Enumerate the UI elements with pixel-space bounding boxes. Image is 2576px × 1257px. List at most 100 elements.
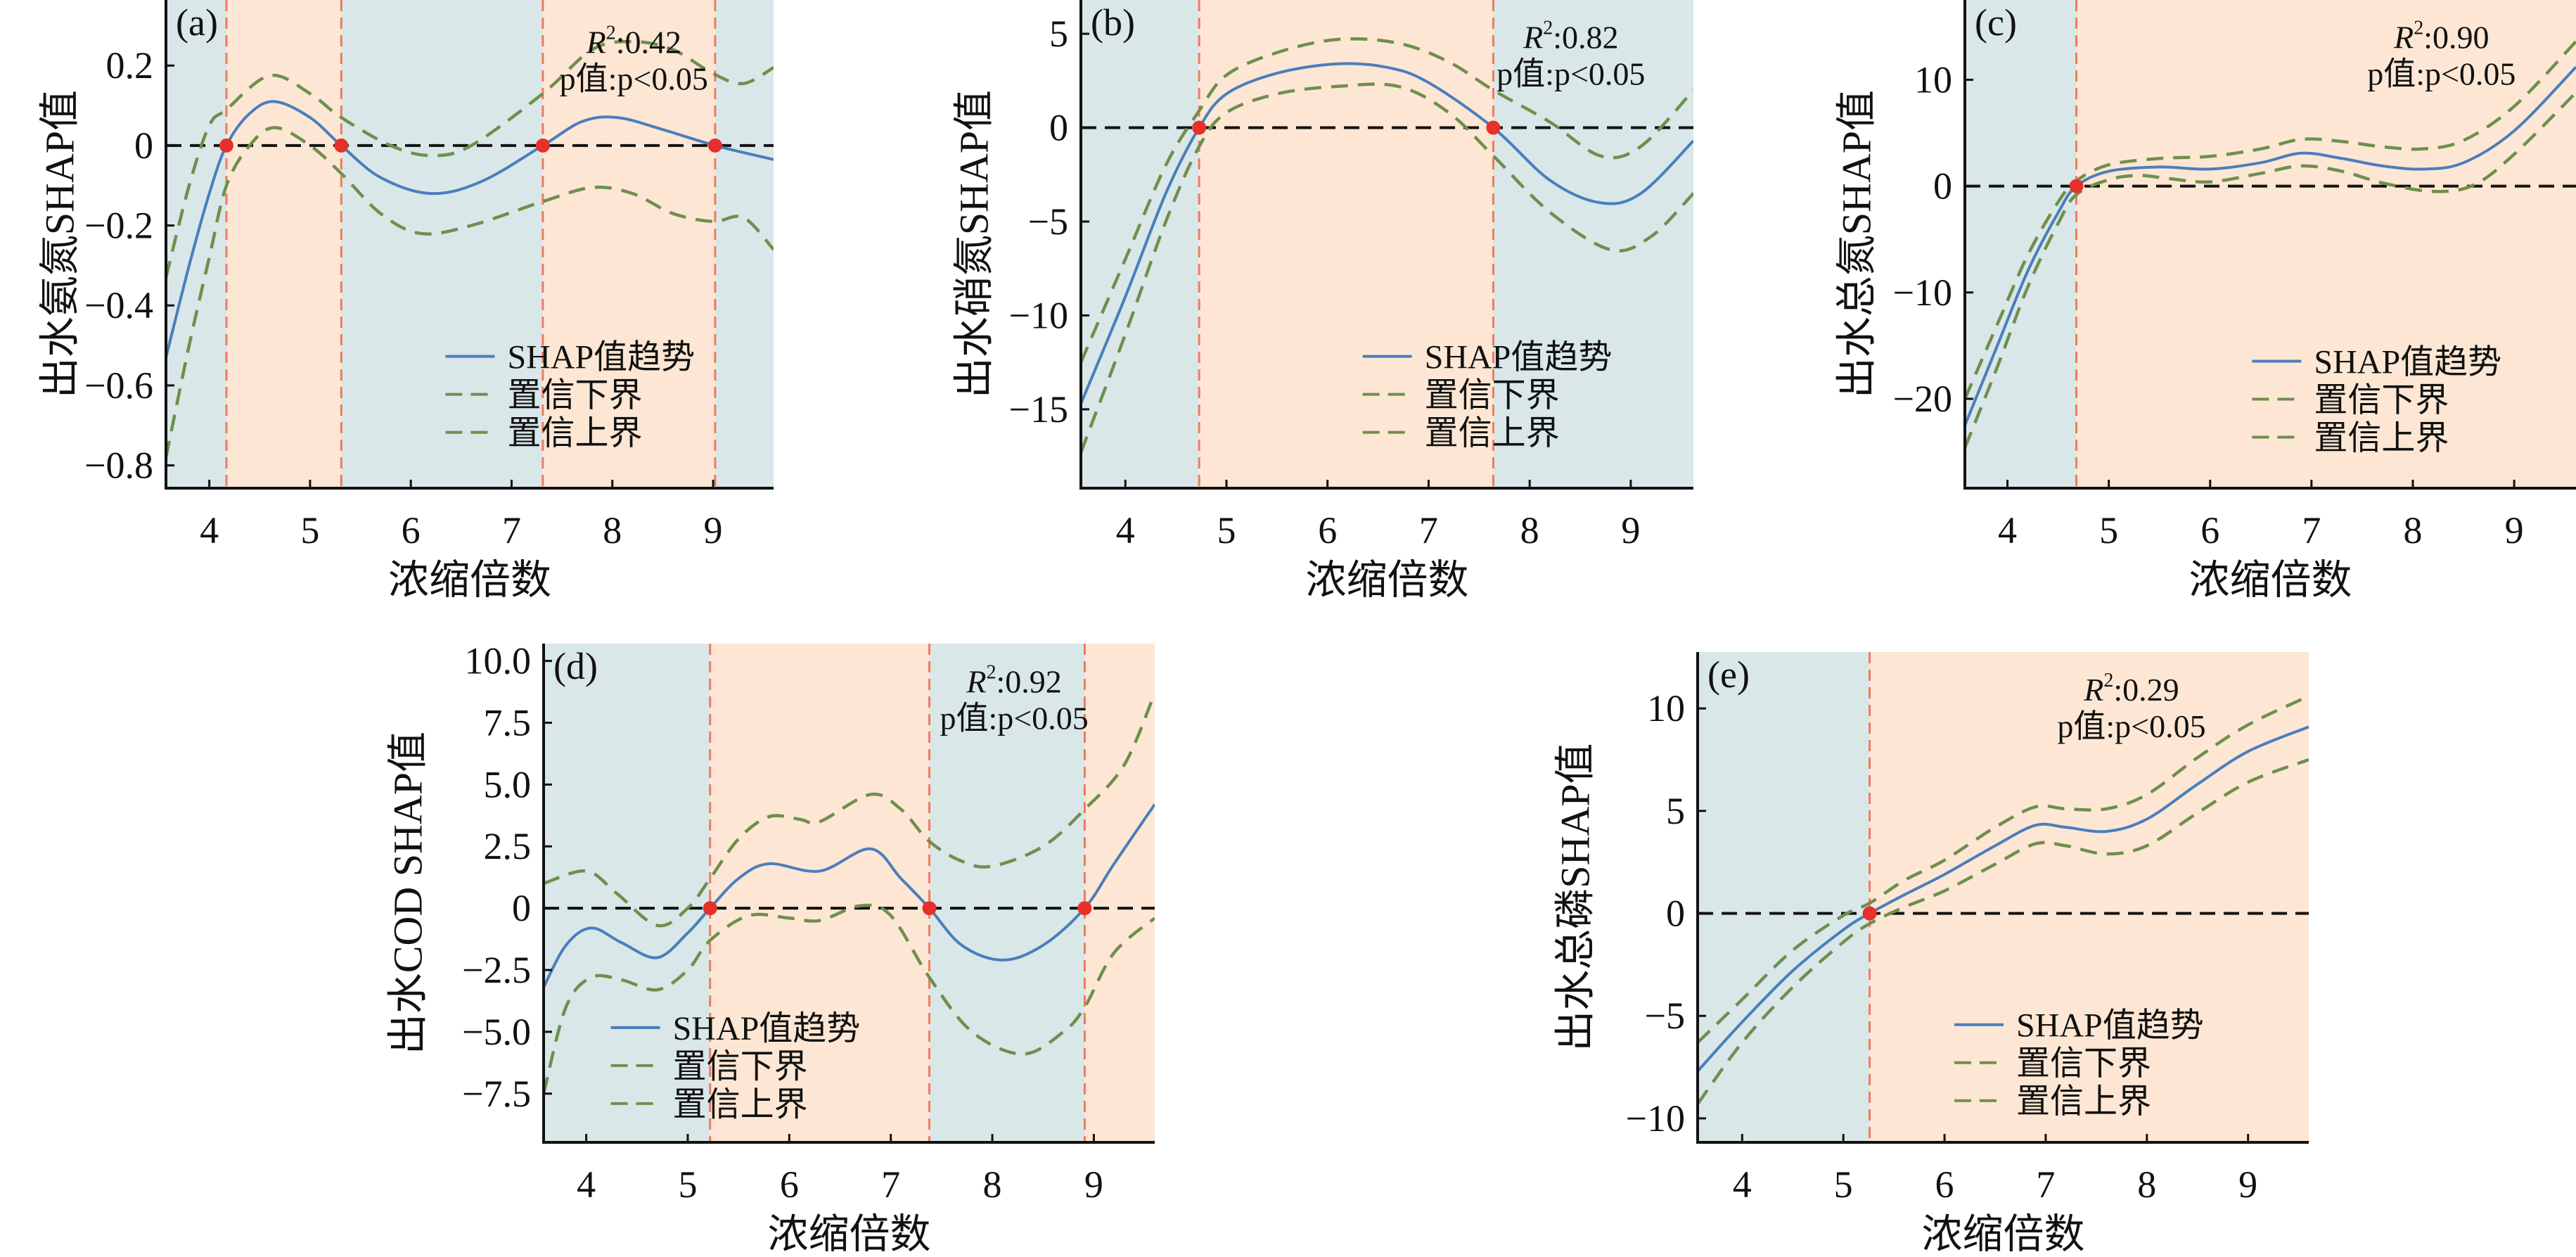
x-tick-label: 9	[2238, 1163, 2257, 1206]
panel-label: (c)	[1975, 1, 2017, 44]
y-axis-label: 出水氨氮SHAP值	[37, 90, 83, 398]
r-superscript: 2	[1543, 18, 1553, 39]
x-tick-label: 5	[678, 1163, 697, 1206]
legend-label: 置信上界	[2016, 1083, 2151, 1121]
y-tick-label: −7.5	[462, 1073, 531, 1115]
p-value-annotation: p值:p<0.05	[560, 61, 708, 97]
x-tick-label: 5	[1834, 1163, 1853, 1206]
x-tick-label: 8	[983, 1163, 1002, 1206]
high-region-shading	[226, 0, 342, 488]
legend-label: 置信下界	[1425, 377, 1560, 414]
legend-label: 置信下界	[507, 377, 642, 414]
x-tick-label: 7	[1419, 509, 1438, 551]
low-region-shading	[715, 0, 774, 488]
x-tick-label: 9	[704, 509, 723, 551]
x-tick-label: 8	[603, 509, 622, 551]
r-squared-annotation: R2:0.29	[2083, 670, 2179, 708]
x-axis-label: 浓缩倍数	[1921, 1211, 2084, 1257]
legend-label: 置信上界	[1425, 415, 1560, 452]
series-group	[1965, 40, 2576, 449]
upper-confidence-line	[1081, 37, 1693, 364]
y-tick-label: 5	[1666, 790, 1685, 832]
panel-label: (a)	[176, 1, 218, 44]
y-tick-label: −20	[1893, 378, 1952, 420]
low-region-shading	[1493, 0, 1693, 488]
x-tick-label: 6	[780, 1163, 799, 1206]
r-squared-value: :0.92	[997, 664, 1062, 700]
shap-trend-line	[1081, 62, 1693, 404]
y-axis-label: 出水硝氮SHAP值	[951, 90, 997, 398]
high-region-shading	[542, 0, 715, 488]
y-tick-label: 0.2	[106, 44, 154, 87]
legend-label: 置信下界	[2016, 1045, 2151, 1083]
x-tick-label: 4	[1116, 509, 1135, 551]
y-tick-label: 0	[134, 125, 153, 167]
shap-trend-line	[1965, 65, 2576, 426]
panel-label: (d)	[553, 645, 598, 687]
y-tick-label: 5	[1049, 13, 1068, 55]
p-value-annotation: p值:p<0.05	[940, 701, 1089, 736]
legend-label: SHAP值趋势	[1425, 339, 1613, 376]
y-tick-label: 2.5	[484, 825, 532, 867]
y-tick-label: −15	[1009, 388, 1068, 430]
series-group	[1081, 37, 1693, 454]
legend-label: 置信下界	[673, 1048, 808, 1085]
y-tick-label: −2.5	[462, 949, 531, 991]
p-value-annotation: p值:p<0.05	[1497, 56, 1645, 92]
low-region-shading	[929, 644, 1085, 1142]
x-tick-label: 4	[200, 509, 219, 551]
r-symbol: R	[586, 25, 606, 60]
r-symbol: R	[966, 664, 986, 700]
x-axis-label: 浓缩倍数	[388, 557, 551, 603]
y-tick-label: 0	[1666, 893, 1685, 935]
x-axis-label: 浓缩倍数	[2189, 557, 2352, 603]
threshold-point	[334, 138, 349, 153]
x-tick-label: 4	[1733, 1163, 1752, 1206]
x-tick-label: 9	[2505, 509, 2524, 551]
r-superscript: 2	[2103, 670, 2113, 691]
threshold-point	[2069, 179, 2084, 193]
high-region-shading	[2076, 0, 2576, 488]
shap-trend-line	[1698, 725, 2309, 1073]
x-tick-label: 7	[2036, 1163, 2055, 1206]
x-tick-label: 5	[1217, 509, 1236, 551]
legend-label: SHAP值趋势	[2314, 344, 2501, 381]
y-tick-label: −10	[1893, 272, 1952, 314]
r-squared-annotation: R2:0.92	[966, 662, 1061, 700]
series-group	[1698, 694, 2309, 1105]
low-region-shading	[1965, 0, 2077, 488]
shap-trend-line	[544, 803, 1155, 988]
threshold-point	[1486, 120, 1501, 135]
lower-confidence-line	[1965, 91, 2576, 449]
chart-panel-e: 4 5 6 7 8 9 10 5 0 −5 −10 浓缩倍数 出水总磷SHAP值 (e) R2:0.29p值…	[1553, 652, 2309, 1257]
threshold-point	[219, 138, 233, 153]
panel-label: (b)	[1091, 1, 1135, 44]
r-squared-value: :0.29	[2113, 672, 2179, 708]
y-tick-label: 10	[1647, 687, 1685, 729]
chart-panel-b: 4 5 6 7 8 9 5 0 −5 −10 −15 浓缩倍数 出水硝氮SHAP值 (b) R2:0.82p…	[951, 0, 1693, 603]
x-tick-label: 7	[881, 1163, 900, 1206]
y-axis-label: 出水总磷SHAP值	[1553, 743, 1598, 1051]
y-tick-label: 0	[1049, 107, 1068, 149]
threshold-point	[703, 901, 717, 916]
upper-confidence-line	[544, 692, 1155, 928]
r-symbol: R	[1523, 20, 1543, 56]
chart-panel-d: 4 5 6 7 8 9 10.0 7.5 5.0 2.5 0 −2.5 −5.0 −7.5 浓缩倍数 出水CO…	[385, 640, 1155, 1257]
p-value-annotation: p值:p<0.05	[2057, 708, 2205, 744]
y-tick-label: 0	[512, 887, 531, 929]
y-tick-label: −5.0	[462, 1011, 531, 1053]
legend-label: SHAP值趋势	[2016, 1007, 2204, 1045]
upper-confidence-line	[1698, 694, 2309, 1044]
x-tick-label: 4	[1998, 509, 2017, 551]
x-tick-label: 6	[1935, 1163, 1954, 1206]
threshold-point	[922, 901, 937, 916]
p-value-annotation: p值:p<0.05	[2367, 56, 2516, 92]
x-tick-label: 8	[2403, 509, 2422, 551]
r-symbol: R	[2083, 672, 2103, 708]
y-tick-label: 10	[1914, 58, 1952, 101]
r-superscript: 2	[606, 23, 616, 44]
x-tick-label: 5	[300, 509, 319, 551]
low-region-shading	[341, 0, 543, 488]
x-tick-label: 7	[2302, 509, 2321, 551]
